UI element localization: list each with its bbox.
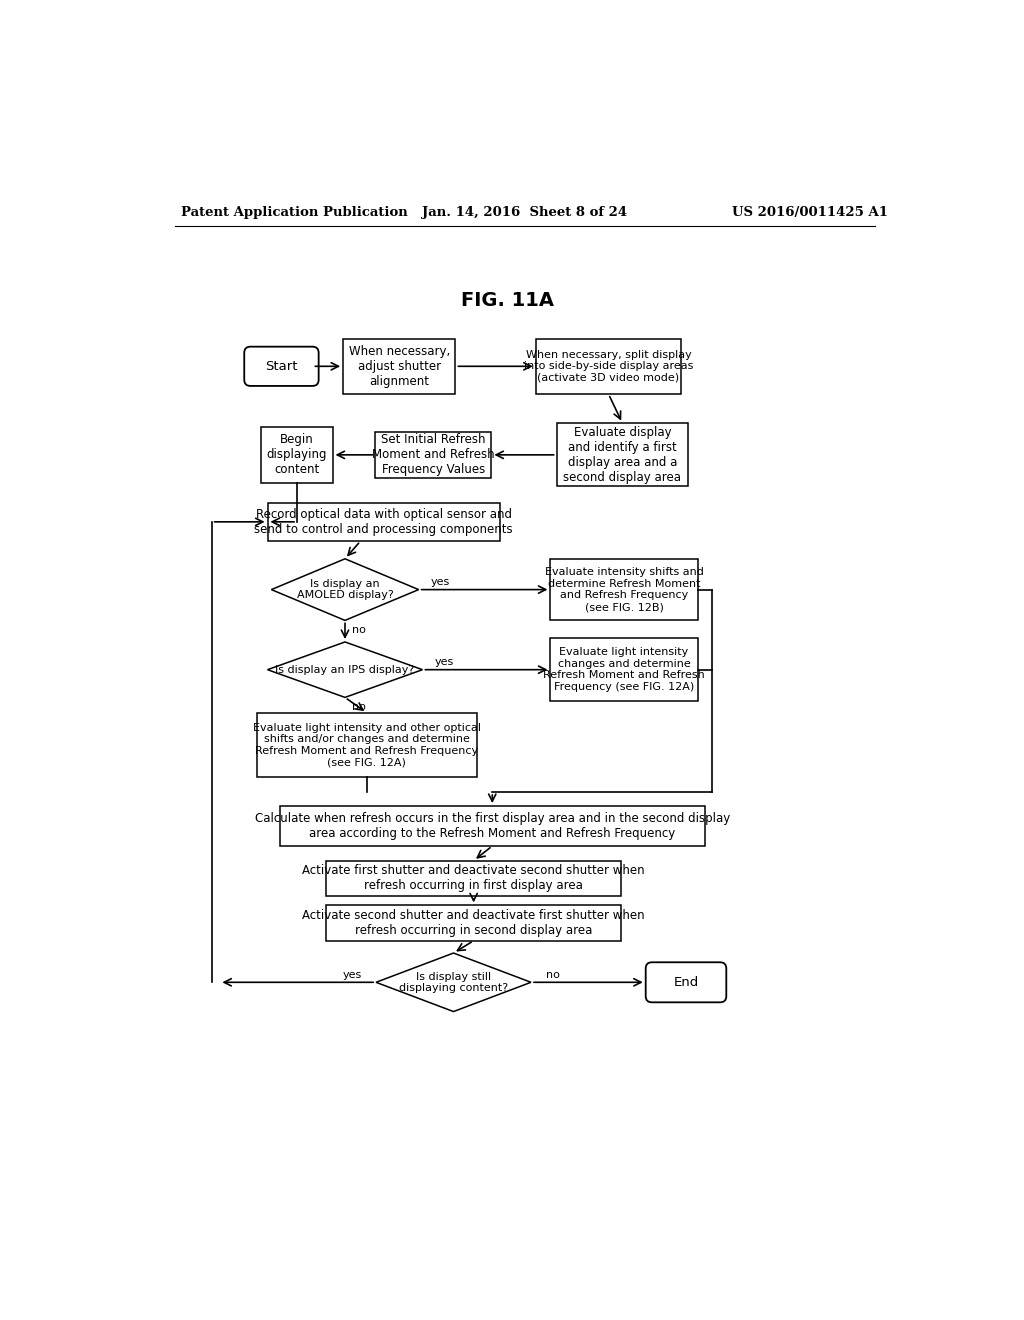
Text: yes: yes <box>431 577 450 587</box>
FancyBboxPatch shape <box>267 503 500 541</box>
Text: no: no <box>546 970 560 979</box>
Text: yes: yes <box>343 970 362 979</box>
Polygon shape <box>267 642 423 697</box>
Text: Set Initial Refresh
Moment and Refresh
Frequency Values: Set Initial Refresh Moment and Refresh F… <box>372 433 495 477</box>
Text: FIG. 11A: FIG. 11A <box>461 292 554 310</box>
Text: Begin
displaying
content: Begin displaying content <box>266 433 328 477</box>
Text: Activate first shutter and deactivate second shutter when
refresh occurring in f: Activate first shutter and deactivate se… <box>302 865 645 892</box>
FancyBboxPatch shape <box>343 339 456 395</box>
Text: US 2016/0011425 A1: US 2016/0011425 A1 <box>732 206 889 219</box>
Text: Jan. 14, 2016  Sheet 8 of 24: Jan. 14, 2016 Sheet 8 of 24 <box>422 206 628 219</box>
Text: Evaluate display
and identify a first
display area and a
second display area: Evaluate display and identify a first di… <box>563 426 681 484</box>
FancyBboxPatch shape <box>536 339 681 395</box>
Polygon shape <box>376 953 531 1011</box>
FancyBboxPatch shape <box>257 713 477 777</box>
Text: End: End <box>674 975 698 989</box>
Text: Evaluate light intensity and other optical
shifts and/or changes and determine
R: Evaluate light intensity and other optic… <box>253 723 480 767</box>
FancyBboxPatch shape <box>375 432 492 478</box>
Text: Activate second shutter and deactivate first shutter when
refresh occurring in s: Activate second shutter and deactivate f… <box>302 909 645 937</box>
FancyBboxPatch shape <box>550 638 697 701</box>
Text: Is display still
displaying content?: Is display still displaying content? <box>399 972 508 993</box>
Polygon shape <box>271 558 419 620</box>
Text: Evaluate intensity shifts and
determine Refresh Moment
and Refresh Frequency
(se: Evaluate intensity shifts and determine … <box>545 568 703 612</box>
FancyBboxPatch shape <box>261 428 333 483</box>
Text: no: no <box>352 702 366 711</box>
Text: Is display an
AMOLED display?: Is display an AMOLED display? <box>297 578 393 601</box>
Text: When necessary,
adjust shutter
alignment: When necessary, adjust shutter alignment <box>348 345 450 388</box>
Text: Start: Start <box>265 360 298 372</box>
FancyBboxPatch shape <box>327 861 621 896</box>
Text: yes: yes <box>434 657 454 667</box>
Text: Evaluate light intensity
changes and determine
Refresh Moment and Refresh
Freque: Evaluate light intensity changes and det… <box>543 647 705 692</box>
Text: When necessary, split display
into side-by-side display areas
(activate 3D video: When necessary, split display into side-… <box>524 350 693 383</box>
Text: Calculate when refresh occurs in the first display area and in the second displa: Calculate when refresh occurs in the fir… <box>255 812 730 840</box>
FancyBboxPatch shape <box>327 906 621 941</box>
FancyBboxPatch shape <box>550 558 697 620</box>
FancyBboxPatch shape <box>280 807 705 846</box>
FancyBboxPatch shape <box>646 962 726 1002</box>
Text: Record optical data with optical sensor and
send to control and processing compo: Record optical data with optical sensor … <box>254 508 513 536</box>
FancyBboxPatch shape <box>245 347 318 385</box>
Text: no: no <box>352 624 366 635</box>
Text: Is display an IPS display?: Is display an IPS display? <box>275 665 415 675</box>
Text: Patent Application Publication: Patent Application Publication <box>180 206 408 219</box>
FancyBboxPatch shape <box>557 424 688 487</box>
